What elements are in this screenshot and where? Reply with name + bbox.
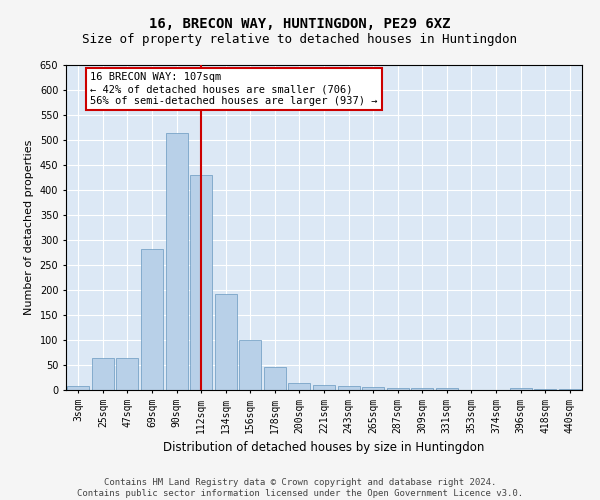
Bar: [509, 388, 532, 390]
Bar: [92, 358, 114, 390]
Text: 16, BRECON WAY, HUNTINGDON, PE29 6XZ: 16, BRECON WAY, HUNTINGDON, PE29 6XZ: [149, 18, 451, 32]
Text: Size of property relative to detached houses in Huntingdon: Size of property relative to detached ho…: [83, 34, 517, 46]
Bar: [264, 367, 286, 390]
Bar: [141, 248, 163, 390]
Bar: [559, 389, 581, 390]
Bar: [190, 175, 212, 390]
Text: Contains HM Land Registry data © Crown copyright and database right 2024.
Contai: Contains HM Land Registry data © Crown c…: [77, 478, 523, 498]
Bar: [67, 386, 89, 390]
Bar: [215, 294, 237, 390]
Bar: [116, 358, 139, 390]
Bar: [338, 386, 359, 390]
Bar: [289, 382, 310, 390]
Bar: [313, 385, 335, 390]
Bar: [166, 133, 188, 390]
Bar: [534, 388, 556, 390]
Bar: [239, 340, 262, 390]
Text: 16 BRECON WAY: 107sqm
← 42% of detached houses are smaller (706)
56% of semi-det: 16 BRECON WAY: 107sqm ← 42% of detached …: [90, 72, 377, 106]
Bar: [436, 388, 458, 390]
Bar: [411, 388, 433, 390]
Bar: [362, 387, 384, 390]
Bar: [386, 388, 409, 390]
Y-axis label: Number of detached properties: Number of detached properties: [24, 140, 34, 315]
X-axis label: Distribution of detached houses by size in Huntingdon: Distribution of detached houses by size …: [163, 441, 485, 454]
